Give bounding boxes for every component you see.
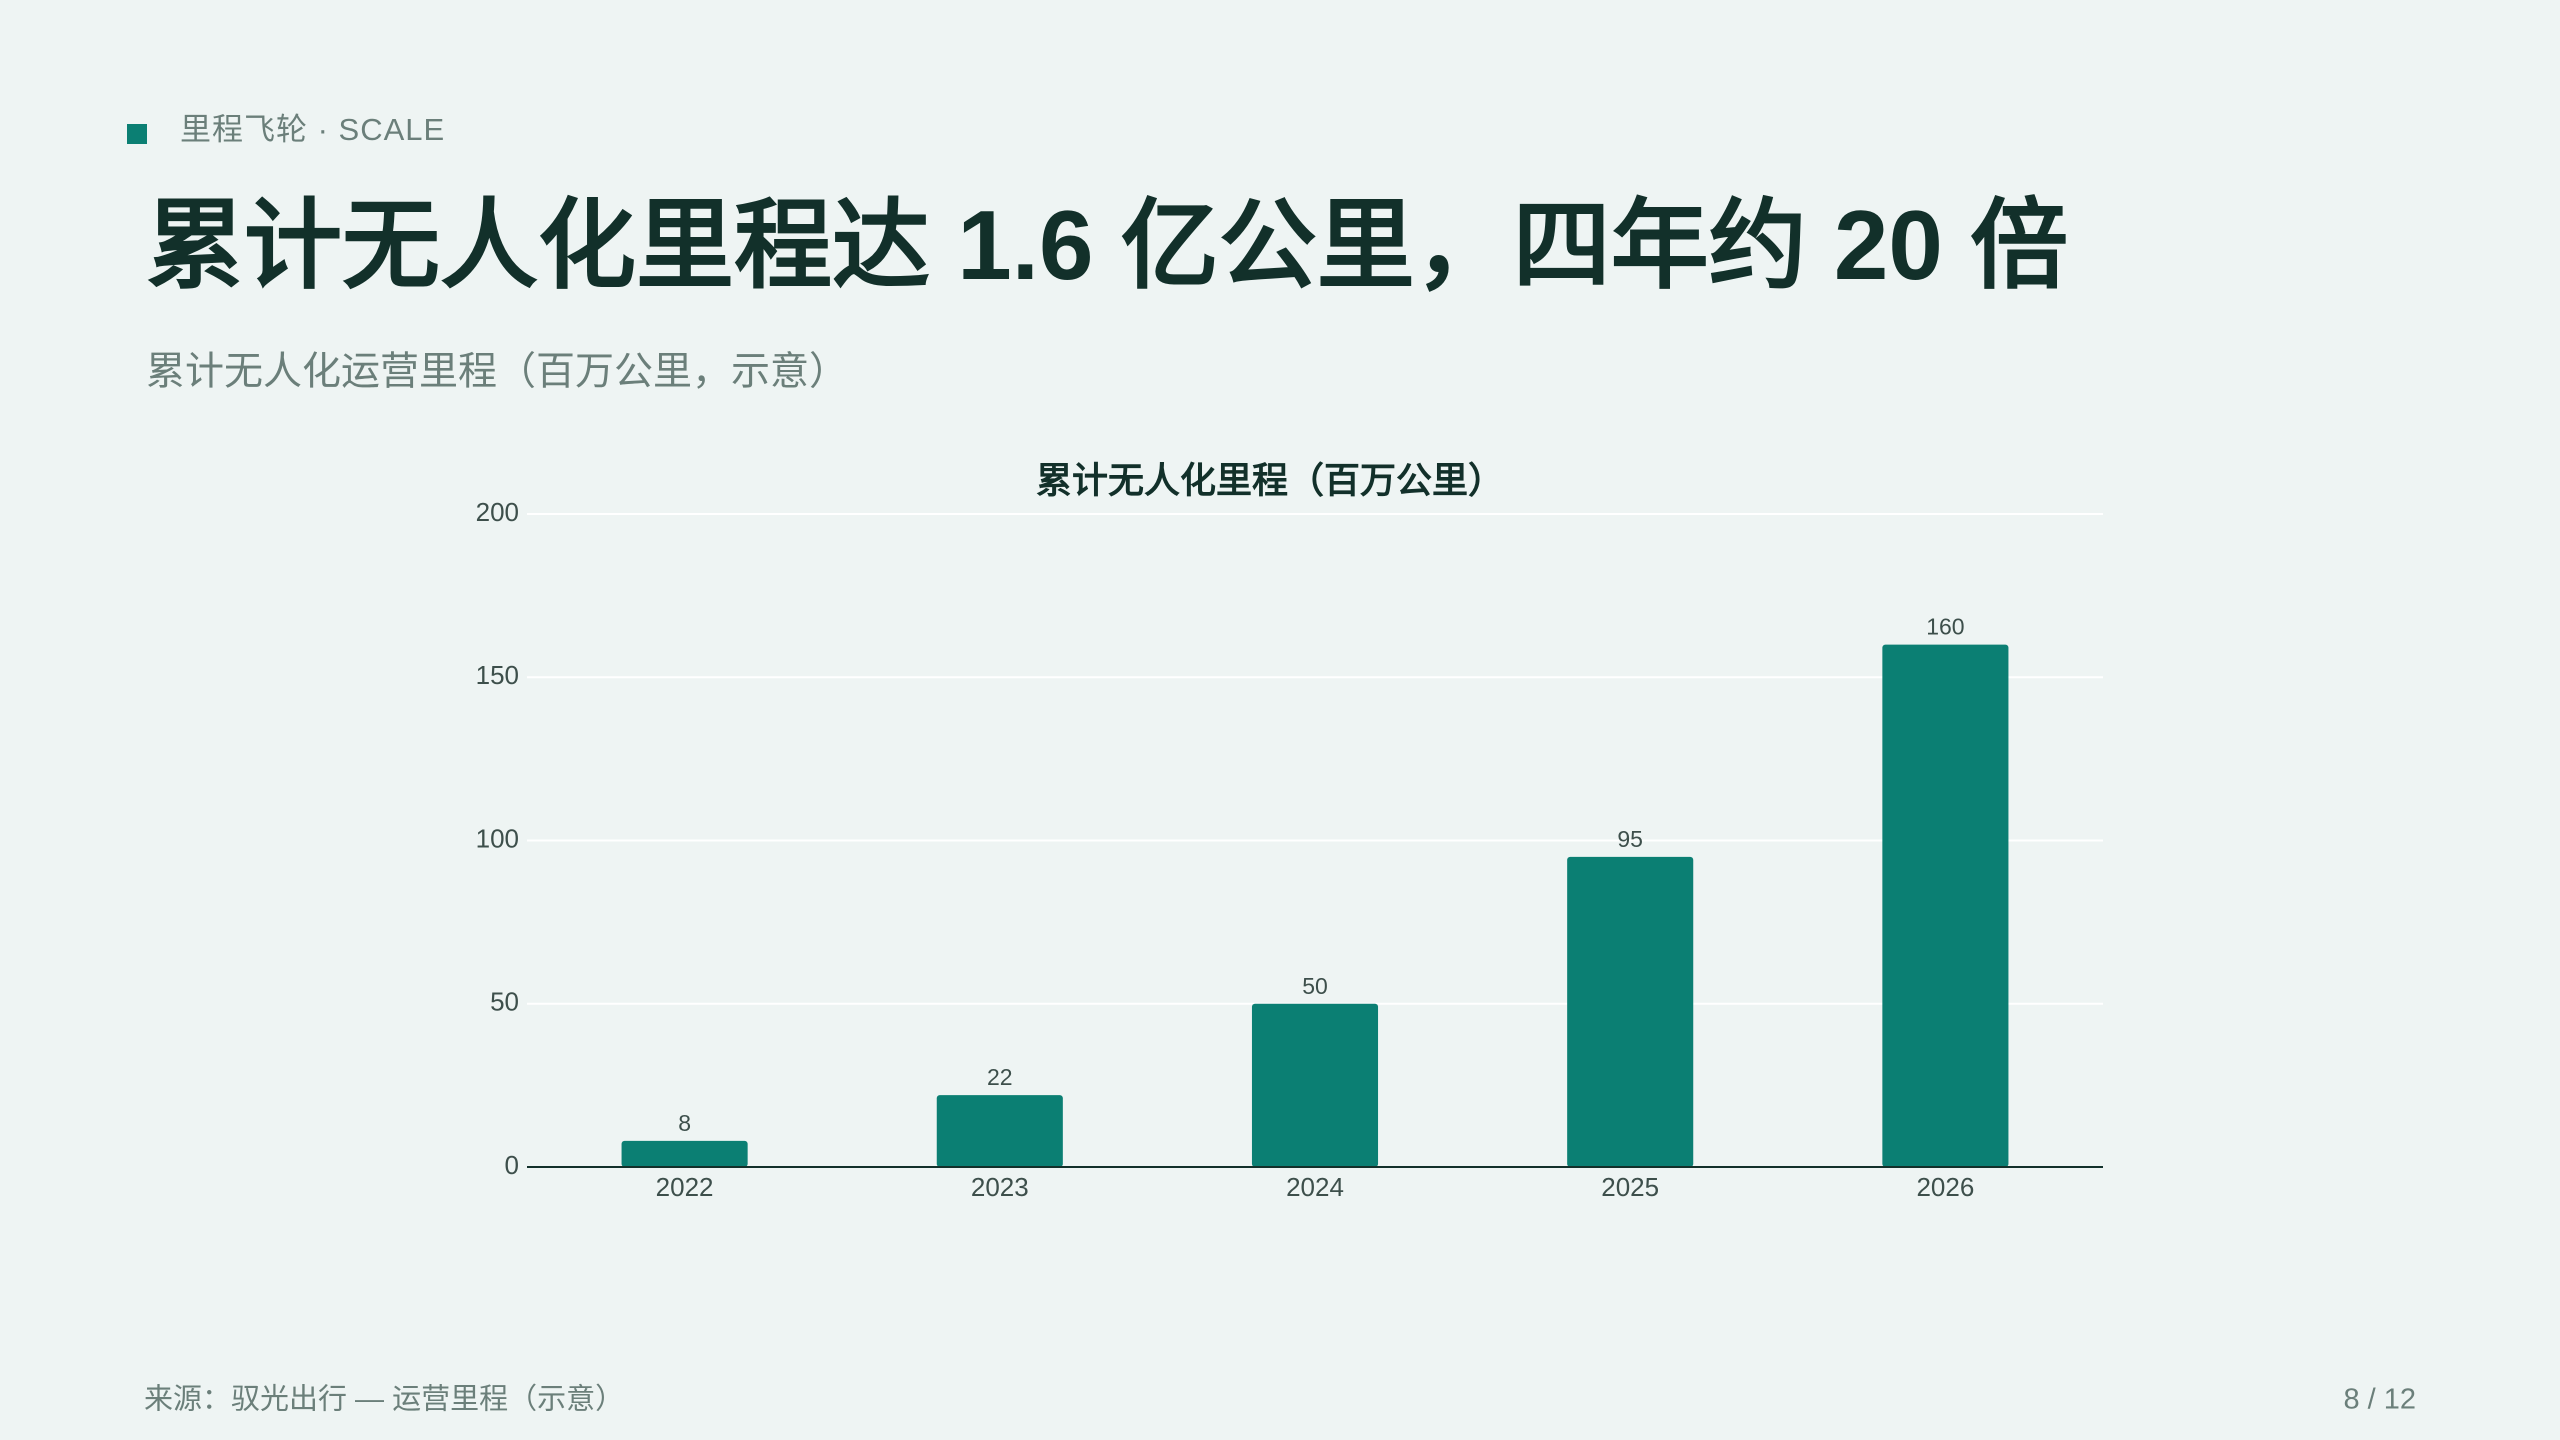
x-tick-label: 2024 xyxy=(1286,1172,1344,1202)
y-tick-label: 100 xyxy=(476,823,519,853)
kicker: 里程飞轮 · SCALE xyxy=(180,112,445,147)
y-tick-label: 0 xyxy=(505,1150,519,1180)
x-tick-label: 2022 xyxy=(656,1172,714,1202)
title: 累计无人化里程达 1.6 亿公里，四年约 20 倍 xyxy=(146,190,2068,300)
bar xyxy=(1882,644,2009,1167)
value-label: 160 xyxy=(1926,614,1964,640)
y-tick-label: 200 xyxy=(476,497,519,527)
y-tick-label: 50 xyxy=(490,987,519,1017)
page-number: 8 / 12 xyxy=(2343,1384,2416,1416)
x-tick-label: 2023 xyxy=(971,1172,1029,1202)
kicker-marker xyxy=(127,124,147,144)
bar xyxy=(1251,1003,1379,1167)
bar xyxy=(1567,856,1694,1167)
value-label: 8 xyxy=(678,1110,691,1136)
plot: 0 50 100 150 200 2022 8 2023 22 2024 50 2025 95 2026 1… xyxy=(476,497,2103,1202)
subtitle: 累计无人化运营里程（百万公里，示意） xyxy=(146,350,848,393)
value-label: 95 xyxy=(1617,826,1643,852)
x-tick-label: 2025 xyxy=(1601,1172,1659,1202)
chart-title: 累计无人化里程（百万公里） xyxy=(1036,460,1504,501)
bar xyxy=(621,1140,748,1167)
y-tick-label: 150 xyxy=(476,660,519,690)
x-tick-label: 2026 xyxy=(1916,1172,1974,1202)
source: 来源：驭光出行 — 运营里程（示意） xyxy=(144,1383,624,1416)
bar xyxy=(936,1095,1063,1167)
value-label: 50 xyxy=(1302,973,1328,999)
value-label: 22 xyxy=(987,1064,1013,1090)
